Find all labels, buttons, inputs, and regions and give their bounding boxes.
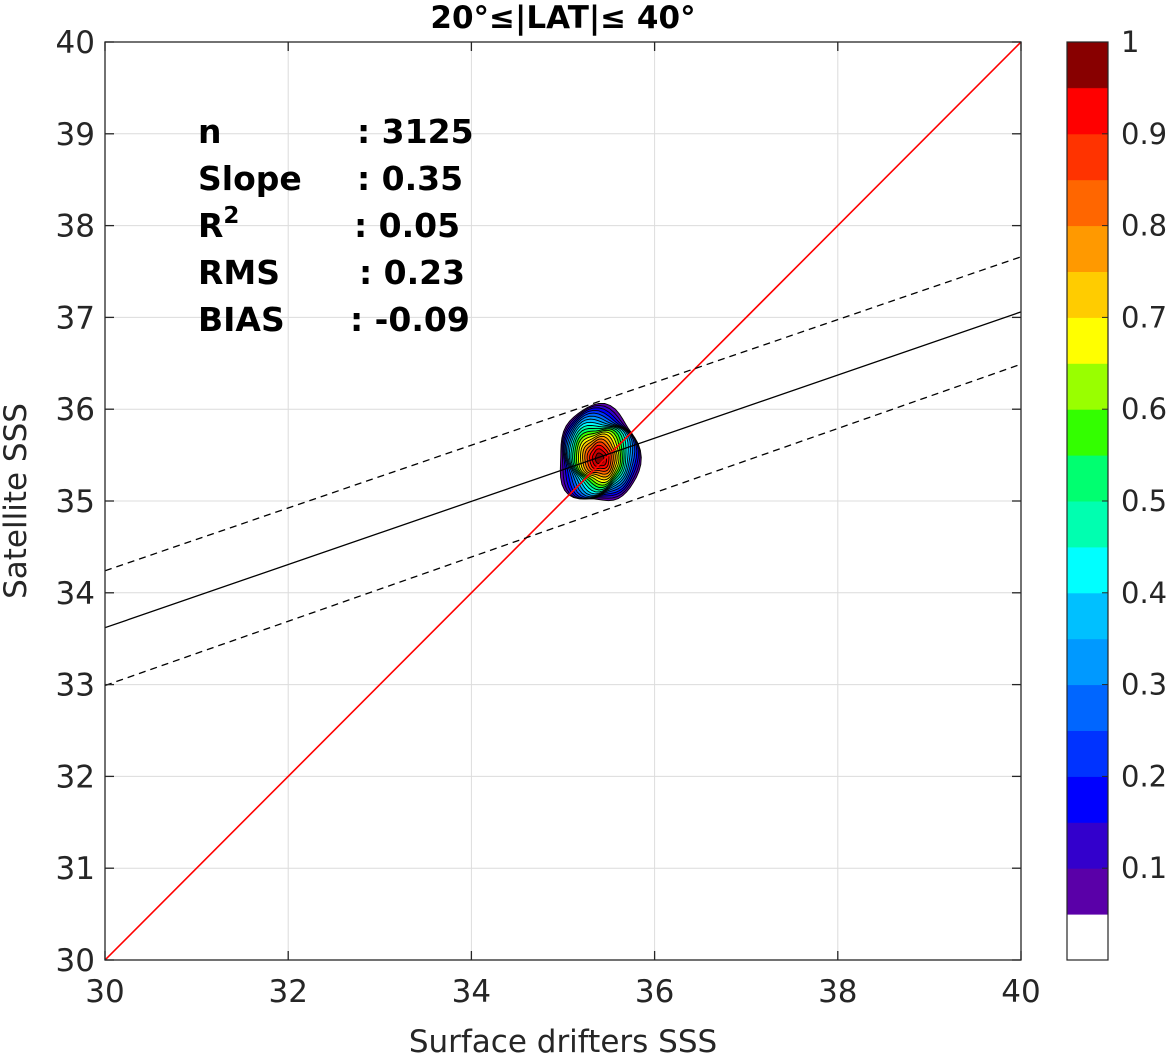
colorbar-segment: [1067, 684, 1108, 731]
colorbar-tick-label: 0.1: [1121, 851, 1167, 885]
y-tick-label: 34: [56, 576, 95, 612]
stat-value: : 0.35: [357, 159, 463, 198]
colorbar-tick-label: 0.5: [1121, 484, 1167, 518]
colorbar-segment: [1067, 225, 1108, 272]
y-tick-label: 33: [56, 668, 95, 704]
colorbar-tick-label: 1: [1121, 25, 1139, 59]
y-axis-label: Satellite SSS: [0, 403, 34, 599]
axis-ticks: 30 32 34 36 38 40 30 31 32 33 34 35 36 37 38 39 40: [56, 25, 1041, 1010]
colorbar-tick-label: 0.7: [1121, 300, 1167, 334]
fit-lines: [105, 42, 1021, 960]
x-tick-label: 30: [85, 974, 124, 1010]
colorbar-segment: [1067, 776, 1108, 823]
stat-value: : 0.23: [359, 253, 465, 292]
colorbar-segment: [1067, 271, 1108, 318]
colorbar-segment: [1067, 317, 1108, 364]
stat-superscript: 2: [223, 203, 239, 229]
colorbar-tick-label: 0.6: [1121, 392, 1167, 426]
stat-name: Slope: [198, 159, 302, 198]
stat-name: n: [198, 112, 222, 151]
stat-value: : 0.05: [354, 206, 460, 245]
colorbar-segment: [1067, 730, 1108, 777]
colorbar-segment: [1067, 501, 1108, 548]
stat-value: : 3125: [357, 112, 474, 151]
x-tick-label: 32: [268, 974, 307, 1010]
colorbar-tick-label: 0.2: [1121, 759, 1167, 793]
x-tick-label: 34: [452, 974, 491, 1010]
identity-line: [105, 42, 1021, 960]
colorbar-segment: [1067, 87, 1108, 135]
y-tick-label: 31: [56, 851, 95, 887]
stat-name: BIAS: [198, 300, 285, 339]
colorbar-tick-label: 0.3: [1121, 668, 1167, 702]
regression-line: [105, 311, 1021, 629]
y-tick-label: 32: [56, 759, 95, 795]
x-tick-label: 40: [1001, 974, 1040, 1010]
y-tick-label: 39: [56, 117, 95, 153]
colorbar-tick-label: 0.4: [1121, 576, 1167, 610]
x-tick-label: 38: [818, 974, 857, 1010]
y-tick-label: 36: [56, 392, 95, 428]
chart-title: 20°≤|LAT|≤ 40°: [430, 0, 695, 36]
y-tick-label: 37: [56, 300, 95, 336]
x-tick-label: 36: [635, 974, 674, 1010]
colorbar-segment: [1067, 822, 1108, 869]
colorbar-segment: [1067, 133, 1108, 181]
colorbar-segment: [1067, 409, 1108, 456]
colorbar-segment: [1067, 546, 1108, 594]
stat-name: RMS: [198, 253, 280, 292]
colorbar: 0.1 0.2 0.3 0.4 0.5 0.6 0.7 0.8 0.9 1: [1066, 25, 1167, 961]
colorbar-segment: [1067, 592, 1108, 640]
colorbar-segment: [1067, 638, 1108, 686]
colorbar-tick-label: 0.8: [1121, 209, 1167, 243]
y-tick-label: 30: [56, 943, 95, 979]
colorbar-segment: [1067, 914, 1108, 961]
colorbar-segment: [1067, 179, 1108, 227]
regression-lower-line: [105, 363, 1021, 687]
colorbar-segment: [1067, 42, 1108, 88]
colorbar-segment: [1067, 363, 1108, 410]
y-tick-label: 35: [56, 484, 95, 520]
regression-upper-line: [105, 256, 1021, 572]
y-tick-label: 38: [56, 209, 95, 245]
x-axis-label: Surface drifters SSS: [409, 1024, 717, 1055]
colorbar-segment: [1067, 455, 1108, 502]
colorbar-tick-label: 0.9: [1121, 117, 1167, 151]
y-tick-label: 40: [56, 25, 95, 61]
colorbar-segment: [1067, 868, 1108, 915]
stat-value: : -0.09: [350, 300, 470, 339]
density-contours: [559, 402, 642, 502]
